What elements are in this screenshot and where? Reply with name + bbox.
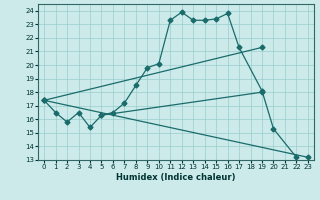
X-axis label: Humidex (Indice chaleur): Humidex (Indice chaleur) <box>116 173 236 182</box>
